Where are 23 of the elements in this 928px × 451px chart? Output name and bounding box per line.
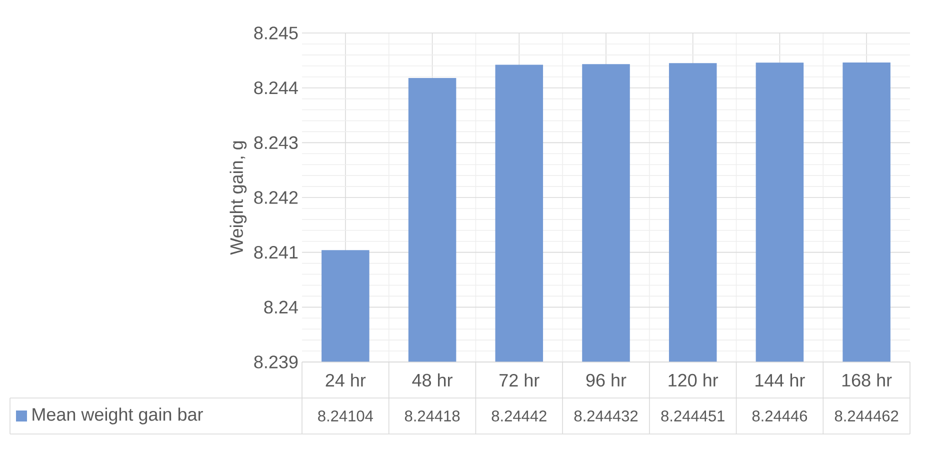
data-label: 8.244432: [574, 410, 638, 422]
data-label: 8.24418: [404, 410, 460, 422]
x-tick-label: 48 hr: [412, 373, 452, 387]
data-label: 8.24104: [318, 410, 373, 422]
y-tick-label: 8.244: [254, 81, 298, 94]
y-axis-title: Weight gain, g: [230, 141, 247, 255]
y-tick-label: 8.241: [254, 246, 298, 259]
x-tick-label: 144 hr: [756, 373, 805, 387]
y-tick-label: 8.239: [254, 356, 298, 368]
x-tick-label: 72 hr: [500, 373, 540, 387]
x-tick-label: 168 hr: [842, 373, 892, 387]
y-tick-label: 8.242: [254, 191, 298, 204]
y-tick-label: 8.243: [254, 136, 298, 150]
data-label: 8.24442: [492, 410, 546, 422]
x-tick-label: 96 hr: [586, 373, 626, 387]
y-tick-label: 8.24: [264, 300, 298, 314]
x-tick-label: 24 hr: [326, 373, 366, 387]
legend-label: Mean weight gain bar: [32, 408, 203, 424]
data-label: 8.244451: [661, 410, 724, 422]
x-tick-label: 120 hr: [668, 373, 718, 387]
data-label: 8.24446: [752, 410, 808, 422]
data-label: 8.244462: [834, 410, 898, 422]
y-tick-label: 8.245: [254, 26, 298, 40]
